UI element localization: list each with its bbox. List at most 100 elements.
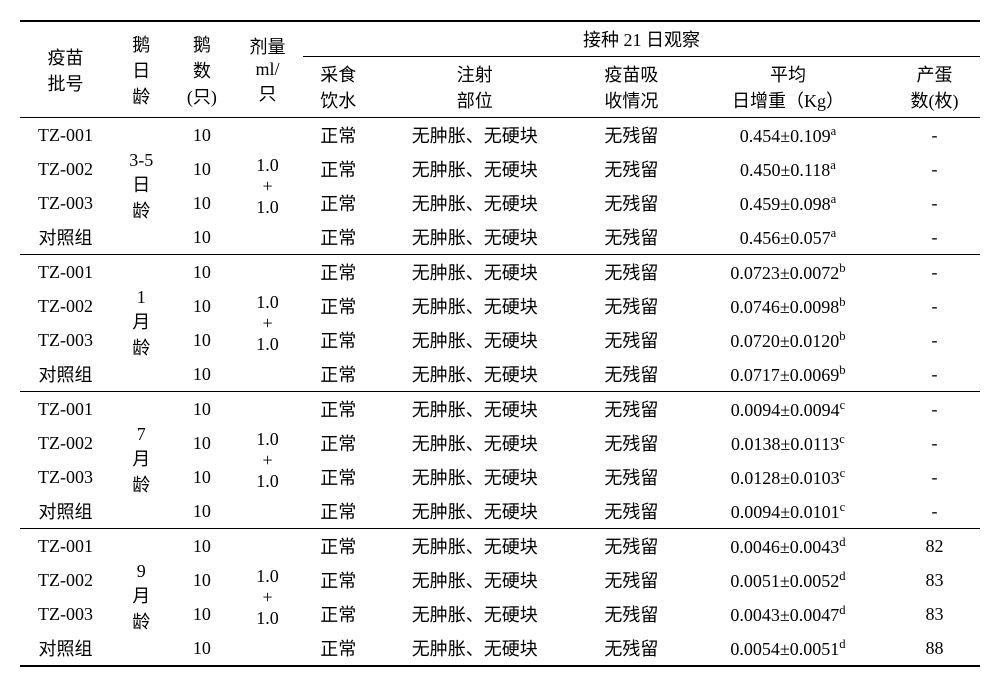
cell-batch: TZ-001 [20, 529, 111, 564]
cell-count: 10 [172, 255, 233, 290]
cell-injection: 无肿胀、无硬块 [374, 529, 576, 564]
cell-age: 9月龄 [111, 529, 172, 667]
cell-eggs: 82 [889, 529, 980, 564]
cell-gain: 0.0054±0.0051d [687, 631, 889, 666]
cell-age: 7月龄 [111, 392, 172, 529]
cell-count: 10 [172, 323, 233, 357]
cell-absorb: 无残留 [576, 597, 687, 631]
hdr-injection: 注射部位 [374, 57, 576, 118]
cell-dose: 1.0+1.0 [232, 529, 303, 667]
cell-batch: TZ-003 [20, 460, 111, 494]
cell-batch: TZ-003 [20, 597, 111, 631]
cell-batch: TZ-002 [20, 563, 111, 597]
cell-gain: 0.0094±0.0101c [687, 494, 889, 529]
cell-gain: 0.0046±0.0043d [687, 529, 889, 564]
cell-absorb: 无残留 [576, 392, 687, 427]
cell-count: 10 [172, 460, 233, 494]
cell-gain: 0.459±0.098a [687, 186, 889, 220]
cell-injection: 无肿胀、无硬块 [374, 392, 576, 427]
cell-feed: 正常 [303, 529, 374, 564]
hdr-eggs: 产蛋数(枚) [889, 57, 980, 118]
cell-eggs: - [889, 220, 980, 255]
hdr-absorb: 疫苗吸收情况 [576, 57, 687, 118]
cell-feed: 正常 [303, 494, 374, 529]
cell-feed: 正常 [303, 186, 374, 220]
cell-count: 10 [172, 220, 233, 255]
table-row: TZ-0017月龄101.0+1.0正常无肿胀、无硬块无残留0.0094±0.0… [20, 392, 980, 427]
hdr-dose: 剂量ml/只 [232, 21, 303, 118]
cell-injection: 无肿胀、无硬块 [374, 494, 576, 529]
cell-injection: 无肿胀、无硬块 [374, 323, 576, 357]
cell-dose: 1.0+1.0 [232, 255, 303, 392]
hdr-batch: 疫苗批号 [20, 21, 111, 118]
cell-injection: 无肿胀、无硬块 [374, 597, 576, 631]
cell-batch: TZ-002 [20, 289, 111, 323]
cell-eggs: - [889, 118, 980, 153]
cell-eggs: - [889, 426, 980, 460]
cell-injection: 无肿胀、无硬块 [374, 152, 576, 186]
cell-injection: 无肿胀、无硬块 [374, 460, 576, 494]
cell-absorb: 无残留 [576, 563, 687, 597]
cell-injection: 无肿胀、无硬块 [374, 118, 576, 153]
cell-gain: 0.0720±0.0120b [687, 323, 889, 357]
cell-absorb: 无残留 [576, 152, 687, 186]
cell-gain: 0.0043±0.0047d [687, 597, 889, 631]
cell-absorb: 无残留 [576, 255, 687, 290]
cell-feed: 正常 [303, 152, 374, 186]
cell-injection: 无肿胀、无硬块 [374, 563, 576, 597]
cell-feed: 正常 [303, 426, 374, 460]
cell-absorb: 无残留 [576, 529, 687, 564]
cell-count: 10 [172, 152, 233, 186]
cell-feed: 正常 [303, 357, 374, 392]
cell-eggs: - [889, 494, 980, 529]
cell-feed: 正常 [303, 563, 374, 597]
cell-eggs: - [889, 357, 980, 392]
cell-injection: 无肿胀、无硬块 [374, 426, 576, 460]
cell-count: 10 [172, 392, 233, 427]
hdr-age: 鹅日龄 [111, 21, 172, 118]
hdr-gain: 平均日增重（Kg） [687, 57, 889, 118]
cell-absorb: 无残留 [576, 323, 687, 357]
table-row: TZ-0011月龄101.0+1.0正常无肿胀、无硬块无残留0.0723±0.0… [20, 255, 980, 290]
table-row: TZ-0019月龄101.0+1.0正常无肿胀、无硬块无残留0.0046±0.0… [20, 529, 980, 564]
cell-gain: 0.456±0.057a [687, 220, 889, 255]
cell-count: 10 [172, 563, 233, 597]
cell-feed: 正常 [303, 118, 374, 153]
cell-gain: 0.0746±0.0098b [687, 289, 889, 323]
cell-batch: TZ-001 [20, 118, 111, 153]
cell-feed: 正常 [303, 597, 374, 631]
cell-eggs: - [889, 152, 980, 186]
cell-batch: TZ-003 [20, 323, 111, 357]
cell-absorb: 无残留 [576, 186, 687, 220]
cell-count: 10 [172, 631, 233, 666]
cell-eggs: - [889, 186, 980, 220]
cell-batch: 对照组 [20, 357, 111, 392]
cell-absorb: 无残留 [576, 426, 687, 460]
cell-feed: 正常 [303, 220, 374, 255]
cell-gain: 0.454±0.109a [687, 118, 889, 153]
hdr-count: 鹅数(只) [172, 21, 233, 118]
cell-gain: 0.0128±0.0103c [687, 460, 889, 494]
cell-dose: 1.0+1.0 [232, 118, 303, 255]
cell-dose: 1.0+1.0 [232, 392, 303, 529]
cell-absorb: 无残留 [576, 494, 687, 529]
cell-count: 10 [172, 118, 233, 153]
cell-batch: TZ-001 [20, 392, 111, 427]
cell-batch: TZ-002 [20, 152, 111, 186]
cell-eggs: - [889, 289, 980, 323]
cell-count: 10 [172, 186, 233, 220]
cell-injection: 无肿胀、无硬块 [374, 255, 576, 290]
hdr-feed: 采食饮水 [303, 57, 374, 118]
cell-absorb: 无残留 [576, 631, 687, 666]
cell-eggs: - [889, 323, 980, 357]
cell-age: 3-5日龄 [111, 118, 172, 255]
cell-gain: 0.0094±0.0094c [687, 392, 889, 427]
cell-count: 10 [172, 597, 233, 631]
cell-eggs: 88 [889, 631, 980, 666]
cell-count: 10 [172, 529, 233, 564]
cell-injection: 无肿胀、无硬块 [374, 357, 576, 392]
cell-feed: 正常 [303, 460, 374, 494]
cell-feed: 正常 [303, 289, 374, 323]
cell-absorb: 无残留 [576, 357, 687, 392]
cell-eggs: 83 [889, 597, 980, 631]
